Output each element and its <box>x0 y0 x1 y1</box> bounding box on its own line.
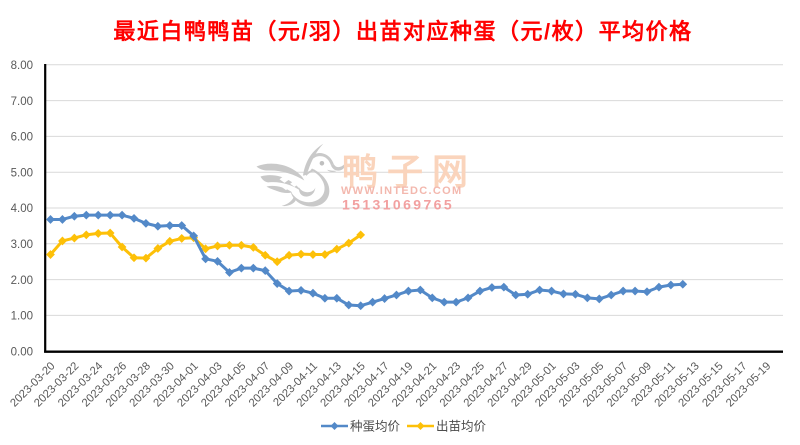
svg-text:鸭子网: 鸭子网 <box>342 151 477 192</box>
svg-text:0.00: 0.00 <box>11 346 33 358</box>
svg-text:5.00: 5.00 <box>11 167 33 179</box>
svg-text:1.00: 1.00 <box>11 311 33 323</box>
svg-text:15131069765: 15131069765 <box>342 197 454 213</box>
svg-text:8.00: 8.00 <box>11 60 33 72</box>
svg-text:7.00: 7.00 <box>11 96 33 108</box>
svg-text:种蛋均价: 种蛋均价 <box>350 420 401 434</box>
svg-text:WWW.INTEDC.COM: WWW.INTEDC.COM <box>341 185 462 197</box>
svg-text:4.00: 4.00 <box>11 203 33 215</box>
svg-text:出苗均价: 出苗均价 <box>436 420 487 434</box>
svg-text:3.00: 3.00 <box>11 239 33 251</box>
svg-text:2.00: 2.00 <box>11 275 33 287</box>
svg-text:6.00: 6.00 <box>11 132 33 144</box>
